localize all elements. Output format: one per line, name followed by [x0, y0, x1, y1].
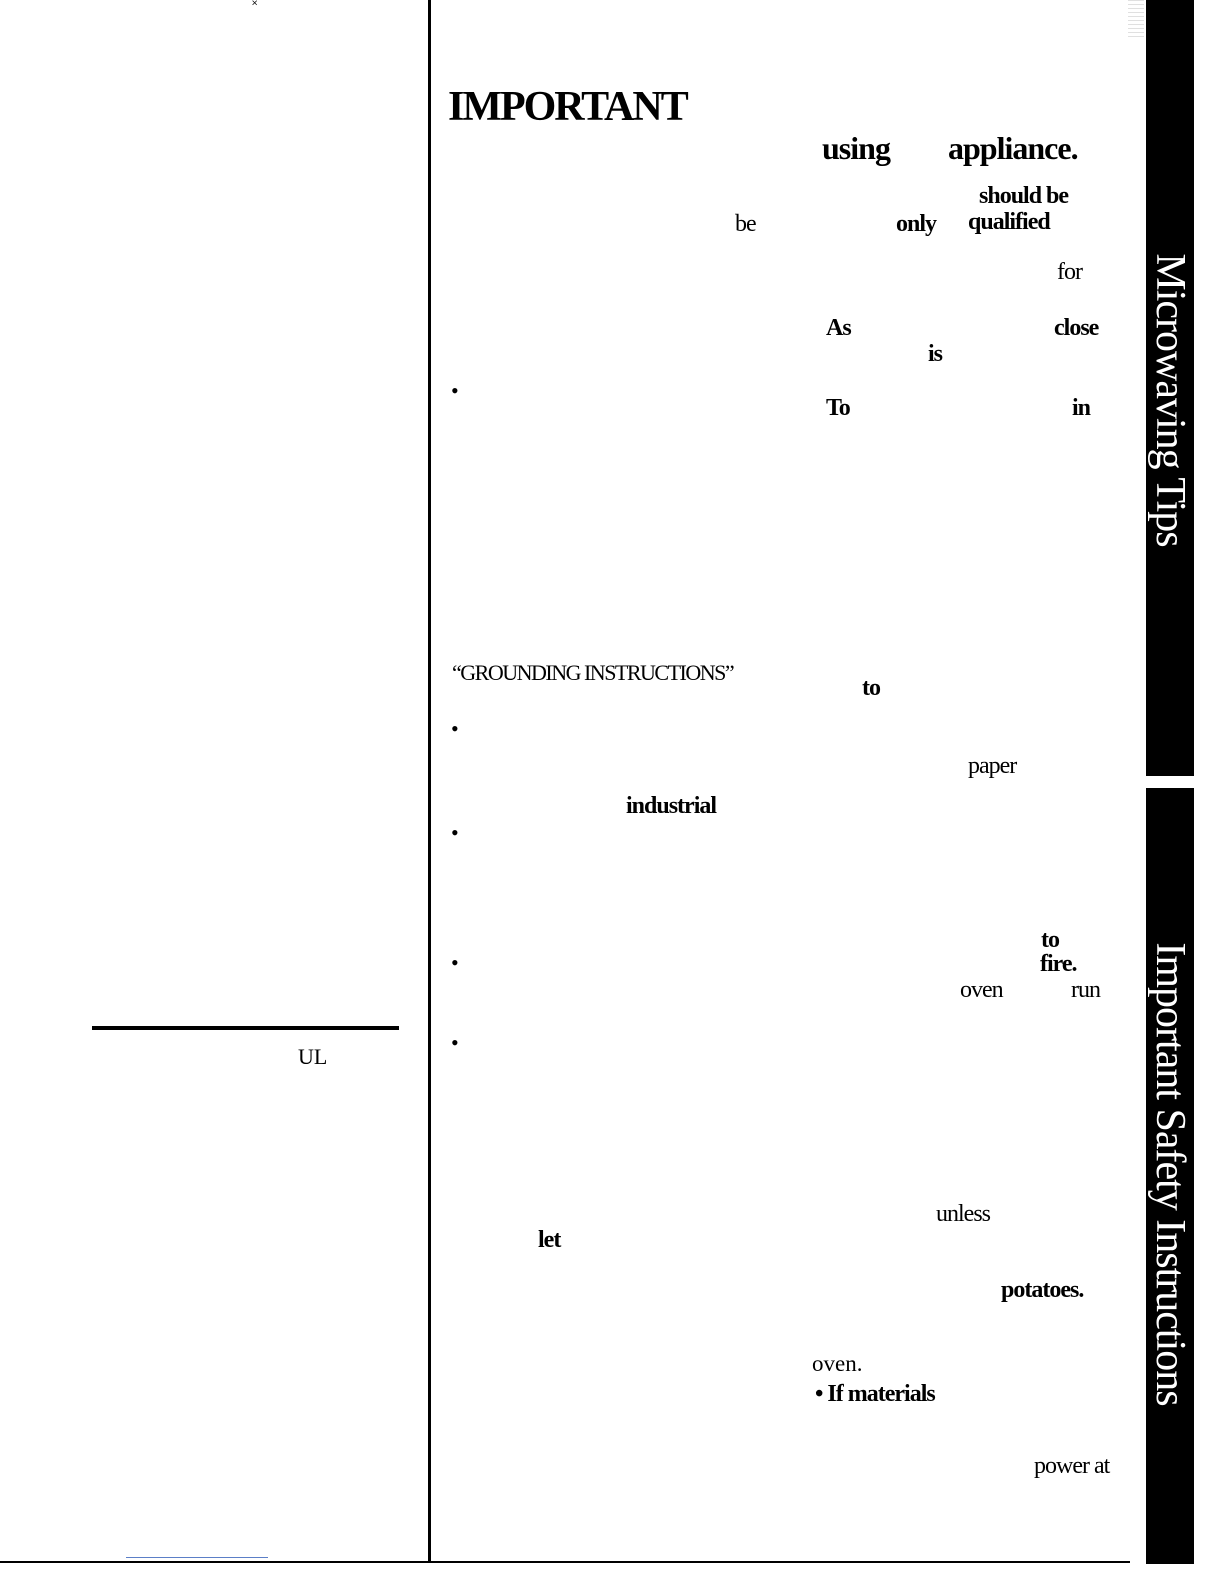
ul-label: UL — [298, 1044, 328, 1069]
text-only: only — [896, 211, 937, 237]
page-heading: IMPORTANT — [448, 84, 689, 130]
text-oven-2: oven. — [812, 1351, 863, 1376]
column-divider — [428, 0, 431, 1563]
heading-appliance: appliance. — [948, 130, 1079, 166]
text-be: be — [735, 211, 757, 237]
link-underline — [126, 1557, 268, 1558]
text-let: let — [538, 1227, 561, 1253]
heading-using: using — [822, 130, 891, 166]
text-fire: fire. — [1040, 951, 1078, 977]
bullet: • — [451, 1030, 459, 1055]
text-to-cap: To — [826, 395, 851, 421]
tab-important-safety-label: Important Safety Instructions — [1147, 942, 1193, 1406]
text-close: close — [1054, 315, 1099, 341]
text-to-2: to — [1041, 927, 1060, 953]
text-paper: paper — [968, 753, 1017, 779]
scan-speck — [1128, 0, 1144, 40]
text-qualified: qualified — [968, 209, 1051, 235]
left-column-rule — [92, 1026, 399, 1030]
text-is: is — [928, 341, 943, 367]
text-power-at: power at — [1034, 1453, 1110, 1479]
tab-important-safety-instructions[interactable]: Important Safety Instructions — [1146, 788, 1194, 1564]
text-unless: unless — [936, 1201, 991, 1227]
bullet: • — [451, 716, 459, 741]
text-grounding: “GROUNDING INSTRUCTIONS” — [452, 660, 735, 685]
tab-microwaving-tips-label: Microwaving Tips — [1147, 253, 1193, 547]
text-industrial: industrial — [626, 793, 717, 819]
bullet: • — [451, 378, 459, 403]
text-oven: oven — [960, 977, 1004, 1003]
bullet: • — [451, 950, 459, 975]
text-to: to — [862, 675, 881, 701]
text-potatoes: potatoes. — [1001, 1277, 1084, 1303]
page-bottom-rule — [0, 1561, 1130, 1563]
text-run: run — [1071, 977, 1101, 1003]
text-as: As — [826, 315, 852, 341]
text-for: for — [1057, 259, 1083, 285]
text-should-be: should be — [979, 183, 1069, 209]
scan-mark: ˟ — [252, 0, 258, 14]
bullet: • — [451, 820, 459, 845]
text-in: in — [1072, 395, 1091, 421]
tab-microwaving-tips[interactable]: Microwaving Tips — [1146, 0, 1194, 776]
text-if-materials: • If materials — [815, 1381, 936, 1407]
